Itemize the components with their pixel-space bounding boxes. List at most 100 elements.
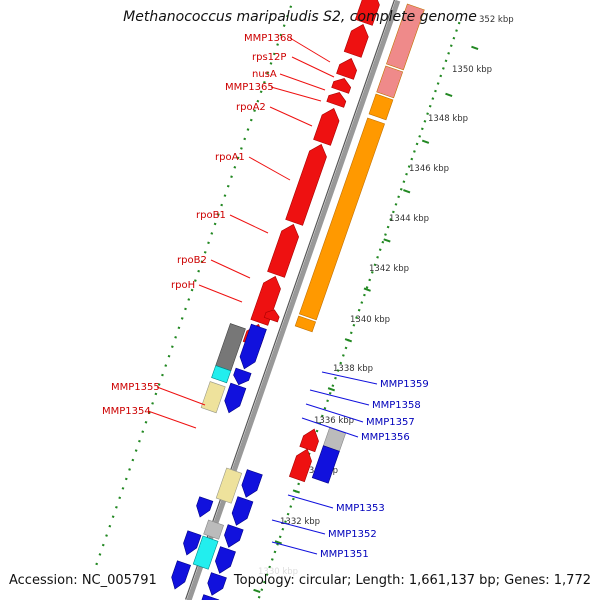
tick-mark <box>253 588 261 594</box>
gene-label-leader <box>289 37 331 63</box>
forward-cds-arrow <box>267 224 299 278</box>
tick-label: 1348 kbp <box>428 114 468 124</box>
forward-cds-arrow <box>299 428 319 453</box>
tick-mark <box>274 540 283 545</box>
reverse-cds-arrow <box>224 382 247 414</box>
tick-mark <box>344 338 353 343</box>
forward-cds-arrow <box>288 448 312 483</box>
forward-gene-label: MMP1354 <box>102 406 151 417</box>
reverse-cds-arrow <box>207 572 227 596</box>
reverse-gene-label: MMP1356 <box>361 432 410 443</box>
forward-gene-label: rps12P <box>252 52 286 63</box>
forward-cds-arrow <box>285 144 327 226</box>
reverse-cog-box <box>215 323 246 372</box>
tick-label: 1344 kbp <box>389 214 429 224</box>
forward-gene-label: rpoB2 <box>177 255 207 266</box>
reverse-cds-arrow <box>196 496 214 518</box>
tick-mark <box>383 238 391 243</box>
tick-mark <box>471 45 479 50</box>
tick-label: 1340 kbp <box>350 315 390 325</box>
gene-label-leader <box>301 417 359 438</box>
reverse-cog-box <box>215 467 243 504</box>
tick-mark <box>327 387 336 392</box>
reverse-cog-box <box>203 519 224 540</box>
tick-label: 1346 kbp <box>409 164 449 174</box>
forward-cds-arrow <box>250 276 281 326</box>
reverse-cds-arrow <box>215 546 236 574</box>
reverse-cds-arrow <box>239 323 267 370</box>
reverse-gene-label: MMP1359 <box>380 379 429 390</box>
reverse-gene-label: MMP1351 <box>320 549 369 560</box>
gene-label-leader <box>270 86 322 102</box>
reverse-gene-label: MMP1358 <box>372 400 421 411</box>
gene-label-leader <box>210 259 251 279</box>
forward-cog-box <box>298 117 386 321</box>
forward-cog-box <box>368 93 394 121</box>
tick-mark <box>403 189 411 194</box>
reverse-cds-arrow <box>171 560 191 590</box>
forward-gene-label: MMP1355 <box>111 382 160 393</box>
gene-label-leader <box>198 284 243 303</box>
reverse-cds-arrow <box>241 469 263 498</box>
forward-cds-arrow <box>336 58 357 80</box>
forward-gene-label: rpoA1 <box>215 152 245 163</box>
tick-label: 1336 kbp <box>314 416 354 426</box>
tick-label: 1332 kbp <box>280 517 320 527</box>
tick-label: 1330 kbp <box>258 567 298 577</box>
tick-label: 1338 kbp <box>333 364 373 374</box>
gene-label-leader <box>305 403 364 423</box>
gene-label-leader <box>271 541 318 555</box>
reverse-cds-arrow <box>231 496 254 526</box>
forward-cds-arrow <box>313 108 340 146</box>
tick-mark <box>363 287 371 292</box>
gene-label-leader <box>309 389 370 406</box>
gene-label-leader <box>269 106 313 127</box>
reverse-gene-label: MMP1357 <box>366 417 415 428</box>
forward-cog-box <box>376 65 404 99</box>
forward-gene-label: rpoA2 <box>236 102 266 113</box>
reverse-cog-box <box>192 535 219 570</box>
tick-mark <box>292 489 300 494</box>
reverse-cog-box <box>211 365 232 384</box>
gene-label-leader <box>271 519 326 535</box>
genome-summary-text: Topology: circular; Length: 1,661,137 bp… <box>233 573 591 588</box>
reverse-gene-label: MMP1352 <box>328 529 377 540</box>
forward-gene-label: rpoB1 <box>196 210 226 221</box>
tick-label: 352 kbp <box>479 15 514 25</box>
tick-label: 1342 kbp <box>369 264 409 274</box>
forward-gene-label: MMP1365 <box>225 82 274 93</box>
forward-gene-label: nusA <box>252 69 277 80</box>
forward-cog-box <box>311 445 340 484</box>
forward-cog-box <box>386 3 425 71</box>
forward-gene-label: MMP1368 <box>244 33 293 44</box>
forward-cds-arrow <box>354 0 380 26</box>
gene-label-leader <box>156 386 206 406</box>
gene-label-leader <box>147 410 197 429</box>
gene-label-leader <box>291 56 335 78</box>
reverse-cds-arrow <box>183 530 202 556</box>
forward-cds-arrow <box>263 309 280 323</box>
tick-label: 1350 kbp <box>452 65 492 75</box>
forward-cds-arrow <box>343 24 369 58</box>
reverse-gene-label: MMP1353 <box>336 503 385 514</box>
reverse-cds-arrow <box>224 524 244 548</box>
tick-mark <box>445 92 453 97</box>
map-title: Methanococcus maripaludis S2, complete g… <box>123 9 477 25</box>
gene-label-leader <box>287 494 334 509</box>
forward-cds-arrow <box>331 78 352 94</box>
forward-cds-arrow <box>326 92 347 108</box>
gene-label-leader <box>248 156 291 181</box>
reverse-cds-arrow <box>201 594 220 604</box>
forward-gene-label: rpoH <box>171 280 195 291</box>
gene-label-leader <box>279 73 326 91</box>
tick-mark <box>421 139 430 144</box>
reverse-cds-arrow <box>233 367 252 386</box>
gc-skew-ring-outer <box>255 21 461 604</box>
reverse-cog-box <box>200 381 226 414</box>
gene-label-leader <box>321 371 378 385</box>
forward-cog-box <box>294 315 317 333</box>
accession-text: Accession: NC_005791 <box>9 573 157 588</box>
gene-label-leader <box>229 214 269 234</box>
